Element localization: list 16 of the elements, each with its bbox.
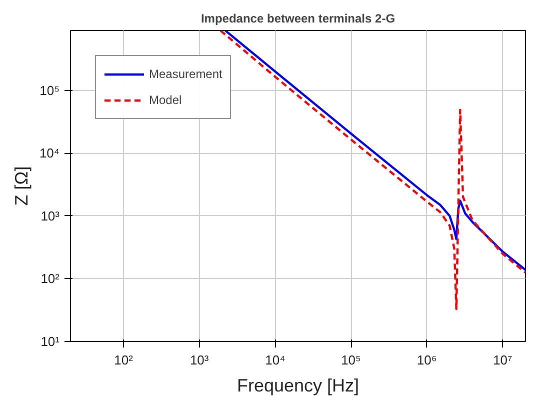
y-tick-label: 10³: [40, 208, 60, 224]
x-tick-label: 10²: [114, 352, 134, 368]
x-axis-title: Frequency [Hz]: [236, 376, 360, 396]
x-tick-label: 10⁶: [416, 352, 437, 368]
legend-label: Model: [149, 93, 182, 107]
x-tick-label: 10³: [190, 352, 210, 368]
y-axis-title: Z [Ω]: [11, 166, 32, 206]
chart-title: Impedance between terminals 2-G: [200, 12, 396, 26]
x-tick-label: 10⁷: [493, 352, 513, 368]
y-tick-label: 10²: [40, 271, 60, 286]
legend-label: Measurement: [149, 67, 222, 81]
y-tick-label: 10¹: [40, 334, 60, 349]
y-tick-label: 10⁴: [39, 146, 60, 161]
y-tick-label: 10⁵: [40, 82, 60, 98]
x-tick-label: 10⁴: [265, 352, 286, 368]
x-tick-label: 10⁵: [341, 352, 361, 368]
